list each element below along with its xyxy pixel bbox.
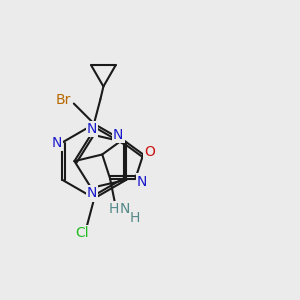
Text: N: N	[120, 202, 130, 216]
Text: H: H	[109, 202, 119, 216]
Text: O: O	[145, 145, 155, 158]
Text: N: N	[87, 122, 97, 136]
Text: Cl: Cl	[76, 226, 89, 240]
Text: N: N	[113, 128, 124, 142]
Text: H: H	[130, 211, 140, 225]
Text: N: N	[137, 175, 147, 189]
Text: N: N	[51, 136, 62, 150]
Text: Br: Br	[56, 93, 71, 107]
Text: N: N	[87, 187, 97, 200]
